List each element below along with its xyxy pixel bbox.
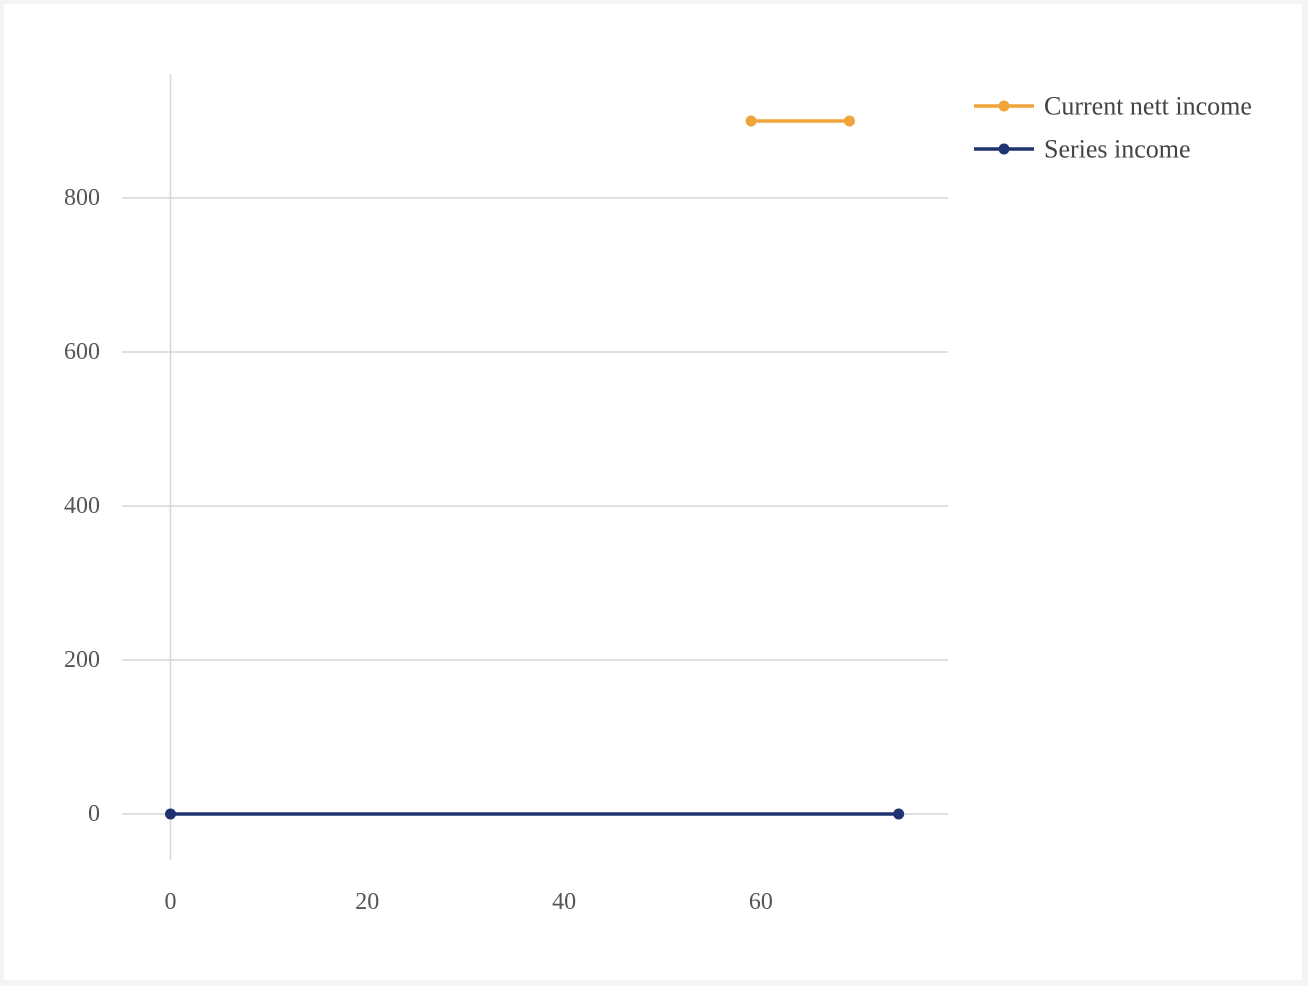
x-tick-label: 40 [552, 889, 576, 915]
x-tick-label: 60 [749, 889, 773, 915]
legend-marker [998, 143, 1010, 155]
data-point [745, 115, 757, 127]
data-point [165, 808, 176, 820]
y-tick-label: 600 [64, 339, 100, 365]
series-lines [165, 115, 905, 820]
y-tick-label: 200 [64, 647, 100, 673]
legend-label: Current nett income [1044, 92, 1252, 121]
legend: Current nett income Series income [974, 92, 1252, 164]
legend-marker [998, 100, 1010, 112]
axes: 0 200 400 600 800 0 20 40 60 [64, 74, 773, 915]
y-tick-label: 400 [64, 493, 100, 519]
chart-panel [4, 4, 1302, 980]
y-tick-label: 0 [88, 801, 100, 827]
x-tick-label: 0 [165, 889, 177, 915]
x-tick-label: 20 [355, 889, 379, 915]
data-point [893, 808, 905, 820]
legend-label: Series income [1044, 135, 1191, 164]
grid-lines [122, 197, 948, 815]
y-tick-label: 800 [64, 185, 100, 211]
data-point [843, 115, 855, 127]
